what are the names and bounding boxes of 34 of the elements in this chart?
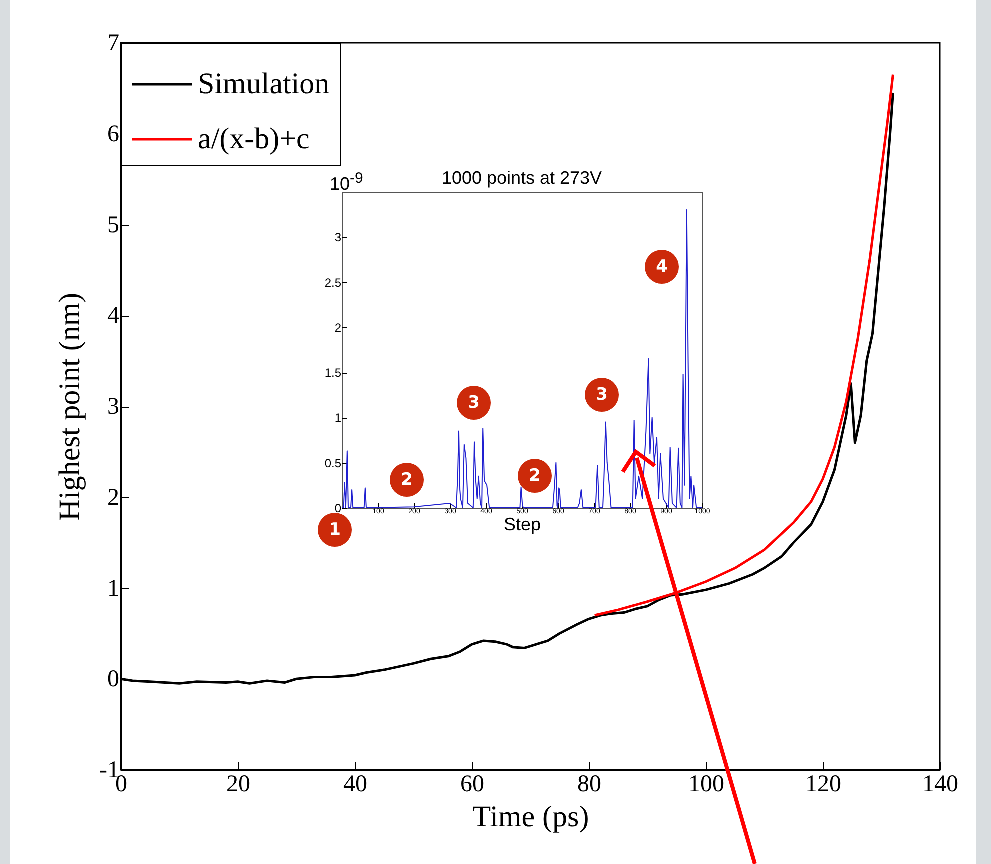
line-series	[342, 210, 702, 508]
chart-title: 1000 points at 273V	[442, 168, 602, 188]
legend-label: a/(x-b)+c	[198, 122, 310, 156]
x-tick-label: 100	[688, 772, 724, 798]
y-tick-label: 4	[108, 303, 120, 330]
y-tick-label: 3	[334, 230, 342, 245]
y-tick-label: 6	[108, 121, 120, 148]
y-axis-title: Highest point (nm)	[54, 292, 87, 522]
x-tick-label: 60	[460, 772, 484, 798]
x-axis-title: Time (ps)	[472, 800, 590, 834]
x-tick-label: 140	[922, 772, 958, 798]
x-tick-label: 80	[578, 772, 602, 798]
y-tick-label: 2.5	[324, 276, 342, 290]
annotation: 2	[390, 463, 424, 497]
y-tick-label: 0.5	[324, 456, 342, 470]
annotation: 10$^{-9}$	[330, 170, 364, 195]
y-tick-label: 1	[334, 411, 342, 426]
y-tick-label: 1.5	[324, 366, 342, 380]
y-tick-label: 2	[334, 320, 342, 335]
y-tick-label: 0	[108, 666, 120, 693]
y-tick-label: 1	[108, 576, 120, 602]
x-tick-label: 20	[226, 772, 250, 798]
annotation: 4	[645, 250, 679, 284]
annotation: 2	[518, 459, 552, 493]
legend-label: Simulation	[198, 68, 330, 100]
annotation: 3	[585, 378, 619, 412]
y-tick-label: 2	[108, 484, 120, 511]
x-axis-title: Step	[504, 514, 542, 534]
annotation: 3	[457, 386, 491, 420]
x-tick-label: 120	[806, 772, 842, 798]
x-tick-label: 40	[344, 772, 368, 798]
y-tick-label: 5	[108, 212, 120, 238]
y-tick-label: 3	[108, 394, 120, 420]
y-tick-label: 7	[108, 30, 120, 56]
